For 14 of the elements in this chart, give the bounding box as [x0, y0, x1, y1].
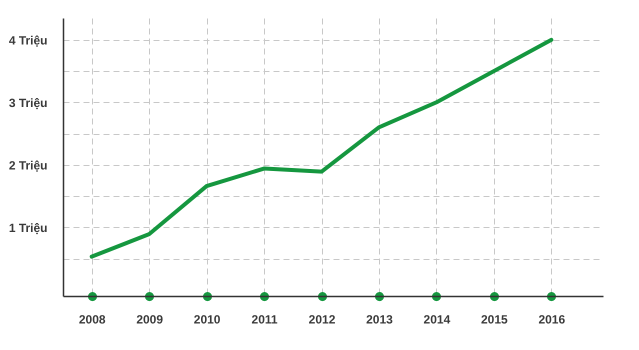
y-tick-label: 4 Triệu [8, 33, 48, 48]
x-tick-label: 2010 [194, 312, 221, 327]
x-tick-label: 2015 [481, 312, 508, 327]
y-tick-label: 2 Triệu [8, 158, 48, 172]
y-tick-label: 3 Triệu [8, 96, 48, 110]
line-series [90, 38, 554, 259]
x-tick-label: 2016 [538, 312, 566, 327]
x-tick-label: 2012 [308, 312, 336, 327]
x-tick-label: 2009 [136, 312, 164, 327]
x-tick-label: 2013 [366, 312, 394, 327]
x-tick-label: 2008 [78, 312, 106, 327]
y-tick-label: 1 Triệu [8, 220, 48, 235]
x-tick-label: 2011 [252, 312, 278, 327]
x-tick-label: 2014 [424, 312, 451, 327]
